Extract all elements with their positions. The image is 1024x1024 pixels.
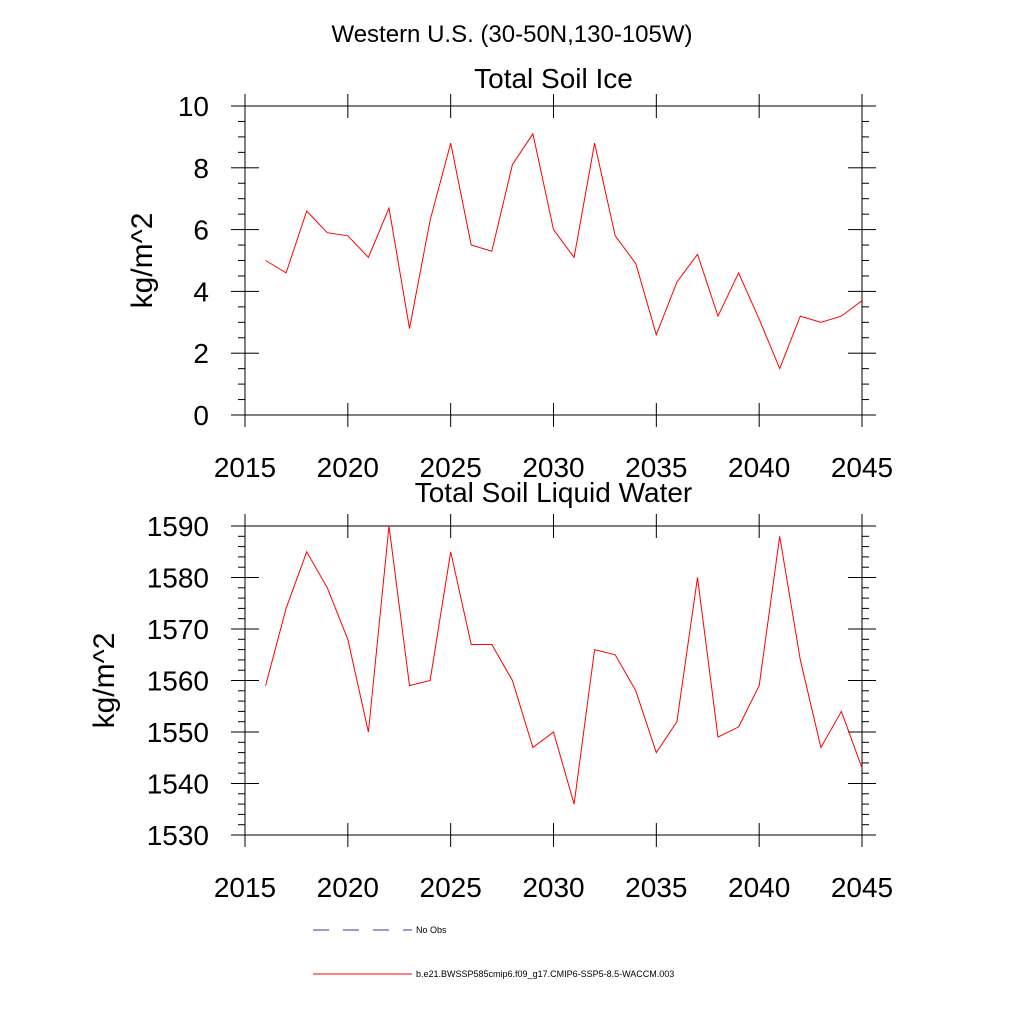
chart-top-xtick-label: 2020: [317, 452, 379, 483]
chart-bottom-xtick-label: 2045: [831, 872, 893, 903]
chart-bottom-xtick-label: 2015: [214, 872, 276, 903]
chart-top-ytick-label: 2: [193, 338, 209, 369]
chart-top-ytick-label: 4: [193, 276, 209, 307]
chart-top-xtick-label: 2030: [522, 452, 584, 483]
chart-top-xtick-label: 2015: [214, 452, 276, 483]
chart-bottom-ytick-label: 1540: [147, 769, 209, 800]
chart-bottom-xtick-label: 2040: [728, 872, 790, 903]
chart-top-ytick-label: 8: [193, 153, 209, 184]
chart-top-ytick-label: 6: [193, 215, 209, 246]
legend: No Obs b.e21.BWSSP585cmip6.f09_g17.CMIP6…: [313, 925, 674, 979]
chart-bottom-ytick-label: 1580: [147, 563, 209, 594]
chart-bottom-frame: [244, 525, 863, 836]
chart-top-xtick-label: 2025: [420, 452, 482, 483]
chart-bottom-series-line: [265, 525, 863, 805]
chart-bottom-ytick-label: 1570: [147, 614, 209, 645]
chart-bottom-xtick-label: 2035: [625, 872, 687, 903]
chart-top-title: Total Soil Ice: [474, 63, 633, 94]
chart-top-xtick-label: 2040: [728, 452, 790, 483]
chart-bottom-xtick-label: 2025: [420, 872, 482, 903]
chart-bottom-ytick-label: 1530: [147, 820, 209, 851]
chart-top-ytick-label: 0: [193, 400, 209, 431]
figure-suptitle: Western U.S. (30-50N,130-105W): [331, 21, 692, 48]
chart-bottom-ylabel: kg/m^2: [88, 633, 121, 729]
legend-label-no-obs: No Obs: [416, 925, 447, 935]
chart-bottom-ytick-label: 1550: [147, 717, 209, 748]
chart-top-xtick-label: 2035: [625, 452, 687, 483]
chart-bottom-title: Total Soil Liquid Water: [415, 477, 693, 508]
chart-bottom-xtick-label: 2020: [317, 872, 379, 903]
chart-top-series-line: [265, 132, 863, 370]
chart-bottom: Total Soil Liquid Water 2015 2020 2025 2030 2…: [88, 477, 893, 903]
chart-top-xtick-label: 2045: [831, 452, 893, 483]
chart-top-ytick-label: 10: [178, 91, 209, 122]
chart-top-frame: [244, 105, 863, 416]
chart-bottom-ytick-label: 1590: [147, 511, 209, 542]
chart-top-ylabel: kg/m^2: [126, 213, 159, 309]
legend-label-model: b.e21.BWSSP585cmip6.f09_g17.CMIP6-SSP5-8…: [416, 969, 674, 979]
chart-bottom-xtick-label: 2030: [522, 872, 584, 903]
chart-bottom-ytick-label: 1560: [147, 666, 209, 697]
